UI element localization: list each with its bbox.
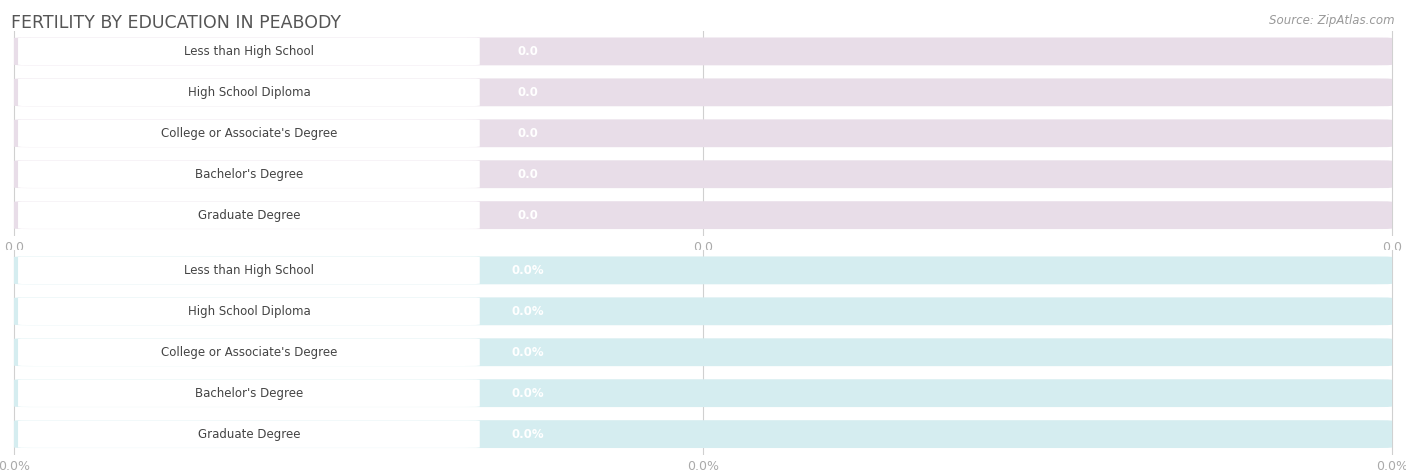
Text: Source: ZipAtlas.com: Source: ZipAtlas.com: [1270, 14, 1395, 27]
Text: 0.0: 0.0: [517, 168, 538, 181]
Text: 0.0%: 0.0%: [512, 305, 544, 318]
Text: Less than High School: Less than High School: [184, 264, 314, 277]
Text: 0.0%: 0.0%: [512, 427, 544, 441]
FancyBboxPatch shape: [18, 379, 479, 407]
FancyBboxPatch shape: [18, 119, 479, 147]
FancyBboxPatch shape: [14, 257, 1392, 284]
Text: Graduate Degree: Graduate Degree: [198, 427, 299, 441]
Text: 0.0%: 0.0%: [512, 346, 544, 359]
FancyBboxPatch shape: [14, 79, 1392, 106]
Text: FERTILITY BY EDUCATION IN PEABODY: FERTILITY BY EDUCATION IN PEABODY: [11, 14, 342, 32]
Text: High School Diploma: High School Diploma: [187, 86, 311, 99]
Text: 0.0: 0.0: [517, 45, 538, 58]
FancyBboxPatch shape: [14, 38, 1392, 65]
FancyBboxPatch shape: [14, 201, 1392, 229]
Text: College or Associate's Degree: College or Associate's Degree: [160, 346, 337, 359]
Text: 0.0%: 0.0%: [512, 264, 544, 277]
Text: High School Diploma: High School Diploma: [187, 305, 311, 318]
FancyBboxPatch shape: [18, 79, 479, 106]
FancyBboxPatch shape: [18, 257, 479, 284]
Text: 0.0: 0.0: [517, 86, 538, 99]
FancyBboxPatch shape: [14, 119, 1392, 147]
FancyBboxPatch shape: [14, 298, 1392, 325]
Text: 0.0: 0.0: [517, 208, 538, 222]
FancyBboxPatch shape: [14, 160, 1392, 188]
FancyBboxPatch shape: [14, 379, 1392, 407]
FancyBboxPatch shape: [18, 420, 479, 448]
Text: 0.0%: 0.0%: [512, 387, 544, 400]
Text: College or Associate's Degree: College or Associate's Degree: [160, 127, 337, 140]
FancyBboxPatch shape: [18, 160, 479, 188]
FancyBboxPatch shape: [14, 338, 1392, 366]
Text: 0.0: 0.0: [517, 127, 538, 140]
FancyBboxPatch shape: [18, 38, 479, 65]
Text: Bachelor's Degree: Bachelor's Degree: [195, 168, 304, 181]
Text: Bachelor's Degree: Bachelor's Degree: [195, 387, 304, 400]
Text: Graduate Degree: Graduate Degree: [198, 208, 299, 222]
Text: Less than High School: Less than High School: [184, 45, 314, 58]
FancyBboxPatch shape: [14, 420, 1392, 448]
FancyBboxPatch shape: [18, 338, 479, 366]
FancyBboxPatch shape: [18, 298, 479, 325]
FancyBboxPatch shape: [18, 201, 479, 229]
